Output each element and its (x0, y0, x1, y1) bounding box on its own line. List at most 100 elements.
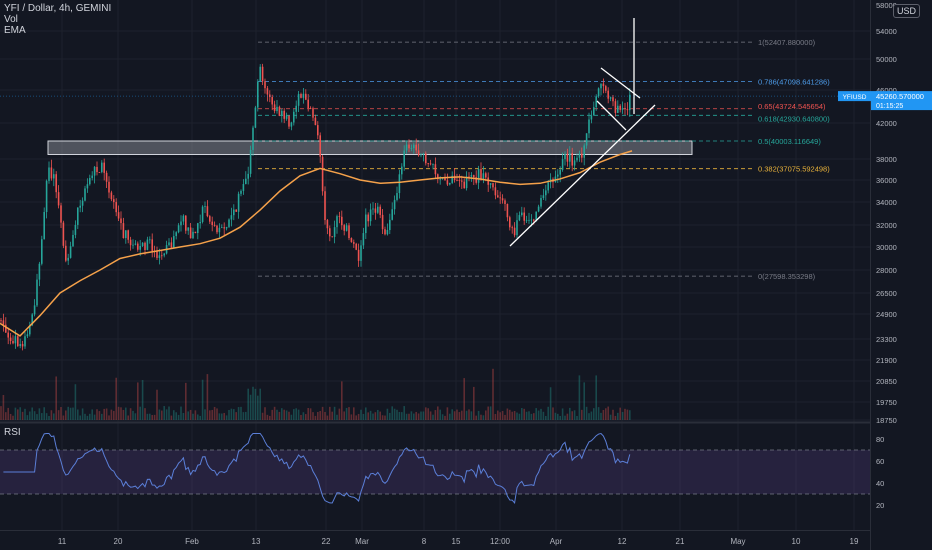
volume-bar (233, 409, 235, 420)
candle-body (156, 251, 158, 258)
support-zone[interactable] (47, 140, 693, 155)
volume-bar (125, 407, 127, 420)
volume-bar (33, 411, 36, 420)
candle-body (434, 164, 437, 175)
candle-body (62, 222, 65, 246)
volume-bar (557, 413, 559, 420)
currency-button[interactable]: USD (893, 4, 921, 18)
volume-bar (21, 411, 24, 420)
time-tick-label: Feb (185, 537, 199, 546)
trendline-drawings[interactable] (509, 18, 656, 247)
candle-body (314, 117, 317, 126)
candle-body (341, 216, 343, 226)
candle-body (547, 182, 549, 191)
volume-bar (329, 406, 331, 420)
volume-indicator-label[interactable]: Vol (4, 14, 18, 25)
ema-indicator-label[interactable]: EMA (4, 25, 26, 36)
candle-body (74, 224, 77, 235)
candle-body (542, 195, 545, 199)
candle-body (336, 216, 338, 228)
volume-bar (449, 413, 451, 420)
candle-body (273, 104, 276, 112)
candle-body (571, 153, 573, 166)
price-tag-countdown: 01:15:25 (876, 103, 903, 110)
candle-body (223, 227, 225, 229)
time-tick-label: May (730, 537, 745, 546)
candle-body (480, 169, 482, 180)
fib-level-label: 0(27598.353298) (758, 272, 816, 281)
candle-body (345, 225, 348, 231)
candle-body (103, 162, 105, 173)
candle-body (329, 228, 331, 237)
candle-body (401, 166, 403, 175)
volume-bar (293, 409, 295, 420)
volume-bar (434, 410, 437, 420)
time-axis[interactable]: 11 20 Feb 13 22 Mar 8 15 12:00 Apr 12 21 May 10 19 (58, 537, 859, 546)
candle-body (127, 230, 129, 240)
volume-bars (0, 368, 631, 420)
candle-body (297, 94, 300, 106)
volume-bar (141, 380, 144, 420)
volume-bar (91, 409, 93, 420)
volume-bar (312, 412, 314, 420)
candle-body (533, 219, 535, 221)
candle-body (117, 212, 120, 219)
candle-body (518, 215, 521, 221)
price-tag (871, 91, 932, 111)
candle-body (36, 279, 38, 306)
volume-bar (185, 382, 187, 420)
volume-bar (197, 414, 199, 420)
candle-body (213, 224, 216, 226)
flag-lower-line[interactable] (596, 100, 627, 131)
support-zone-rect[interactable] (47, 140, 693, 155)
volume-bar (542, 411, 545, 420)
volume-bar (69, 407, 72, 420)
volume-bar (482, 415, 485, 420)
candle-body (254, 107, 257, 128)
volume-bar (110, 409, 113, 420)
volume-bar (372, 413, 374, 420)
volume-bar (177, 414, 180, 420)
volume-bar (492, 368, 494, 420)
rsi-indicator-label[interactable]: RSI (4, 427, 21, 438)
volume-bar (458, 412, 461, 420)
volume-bar (41, 413, 43, 420)
volume-bar (593, 408, 595, 420)
ascending-trendline[interactable] (509, 104, 656, 247)
symbol-title[interactable]: YFI / Dollar, 4h, GEMINI (4, 3, 112, 14)
volume-bar (489, 406, 492, 420)
volume-bar (62, 415, 65, 420)
volume-bar (295, 408, 297, 420)
price-axis[interactable]: 54000 50000 46000 42000 38000 36000 34000 32000… (871, 0, 932, 550)
volume-bar (401, 412, 403, 420)
candle-body (525, 220, 528, 222)
volume-bar (189, 409, 192, 420)
candle-body (353, 242, 355, 244)
volume-bar (585, 406, 588, 420)
volume-bar (513, 411, 516, 420)
candle-body (425, 153, 427, 164)
time-tick-label: 19 (850, 537, 859, 546)
volume-bar (439, 409, 441, 420)
price-tick-label: 36000 (876, 176, 897, 185)
volume-bar (389, 412, 391, 420)
candle-body (463, 181, 465, 189)
volume-bar (278, 411, 281, 420)
volume-bar (410, 411, 413, 420)
volume-bar (600, 412, 602, 420)
candle-body (396, 193, 398, 200)
candle-body (449, 182, 451, 185)
candle-body (228, 219, 230, 227)
volume-bar (571, 411, 573, 420)
candle-body (413, 144, 415, 149)
time-tick-label: 12:00 (490, 537, 511, 546)
candle-body (612, 97, 614, 102)
volume-bar (357, 413, 360, 420)
candle-body (535, 211, 537, 221)
candle-body (108, 181, 110, 193)
candle-body (381, 214, 384, 230)
volume-bar (50, 410, 53, 420)
volume-bar (2, 395, 5, 420)
fibonacci-retracement[interactable]: 1(52407.880000) 0.786(47098.641286) 0.65(4… (258, 38, 830, 281)
